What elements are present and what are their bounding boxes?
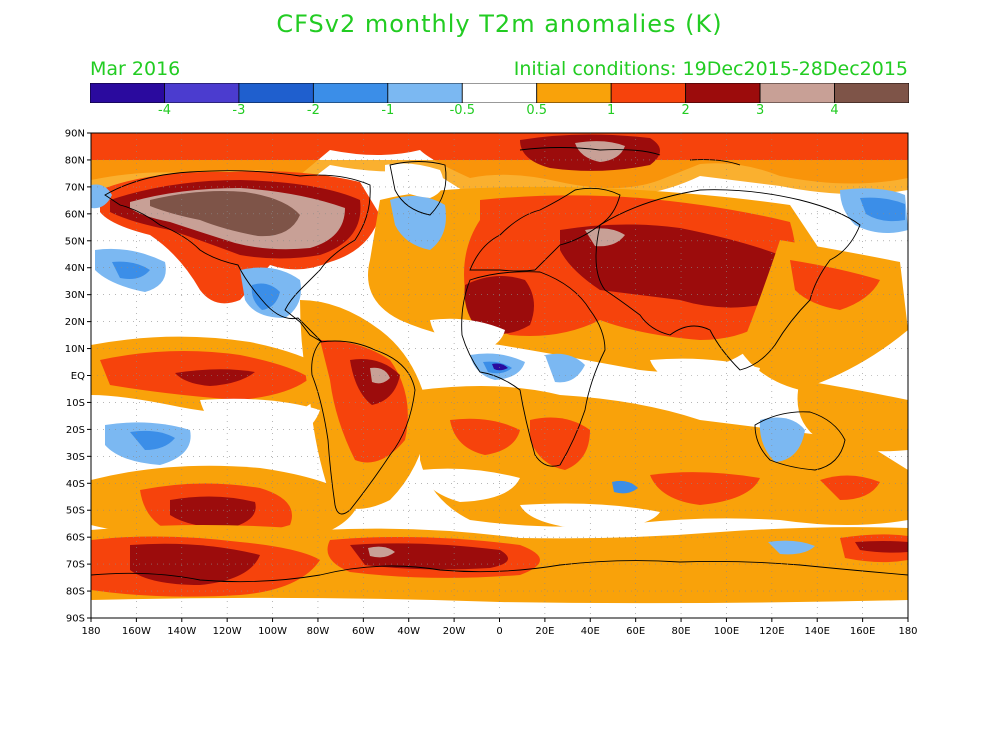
- lon-label: 180: [898, 626, 917, 637]
- north-america-coast: [104, 170, 371, 343]
- lon-label: 20E: [535, 626, 554, 637]
- lat-label: 80N: [65, 155, 85, 166]
- colorbar-tick-label: -2: [306, 103, 320, 118]
- southern-africa-red: [530, 417, 590, 470]
- lon-label: 120E: [759, 626, 784, 637]
- lon-label: 20W: [443, 626, 466, 637]
- arctic-orange-fringe: [91, 160, 908, 199]
- ne-asia-cold-core: [860, 197, 905, 222]
- lon-label: 40E: [581, 626, 600, 637]
- lon-axis-labels: 180 160W 140W 120W 100W 80W 60W 40W 20W 0 20E 40E 60…: [81, 626, 917, 637]
- lat-label: EQ: [71, 371, 85, 382]
- arctic-islands-coast: [519, 147, 741, 166]
- n-pacific-cold-core: [112, 261, 150, 279]
- greenland-cold: [390, 196, 446, 250]
- s-indian-red: [650, 472, 760, 505]
- tropics-white-1: [430, 318, 505, 355]
- lat-label: 40S: [66, 479, 85, 490]
- antarctic-darkred-east: [855, 541, 908, 553]
- lat-label: 40N: [65, 263, 85, 274]
- lat-label: 30N: [65, 290, 85, 301]
- asia-coast: [595, 189, 861, 371]
- valid-month: Mar 2016: [90, 58, 181, 80]
- south-pacific-darkred: [170, 496, 256, 528]
- lat-label: 50N: [65, 236, 85, 247]
- lat-label: 50S: [66, 506, 85, 517]
- lon-label: 180: [81, 626, 100, 637]
- lon-label: 60W: [352, 626, 375, 637]
- lat-label: 70N: [65, 182, 85, 193]
- lon-label: 100E: [714, 626, 739, 637]
- colorbar-tick-label: -4: [158, 103, 171, 118]
- chart-title: CFSv2 monthly T2m anomalies (K): [276, 10, 723, 38]
- tropical-pacific-darkred: [175, 369, 255, 386]
- lon-label: 60E: [626, 626, 645, 637]
- atlantic-white-gap: [385, 163, 444, 198]
- alaska-cold: [91, 184, 112, 209]
- lon-label: 160E: [850, 626, 875, 637]
- antarctic-lightbrown: [368, 546, 395, 558]
- lon-label: 0: [496, 626, 502, 637]
- sahara-darkred: [464, 276, 534, 334]
- s-atlantic-red-patch: [450, 418, 520, 455]
- colorbar-tick-label: -3: [232, 103, 246, 118]
- lon-label: 160W: [122, 626, 151, 637]
- lon-label: 100W: [258, 626, 287, 637]
- australia-cold: [759, 417, 805, 462]
- lon-label: 40W: [397, 626, 420, 637]
- lat-axis-labels: 90N 80N 70N 60N 50N 40N 30N 20N 10N EQ 10S 20S 30S 40…: [65, 129, 85, 625]
- australia-red-patch: [820, 475, 880, 500]
- axis-ticks: [87, 132, 909, 622]
- antarctic-cold: [768, 540, 815, 555]
- australia-coast: [754, 411, 846, 471]
- lat-label: 20S: [66, 425, 85, 436]
- tropics-white-2: [650, 358, 760, 392]
- lat-label: 70S: [66, 560, 85, 571]
- lon-label: 80W: [307, 626, 330, 637]
- lat-label: 30S: [66, 452, 85, 463]
- siberia-lightbrown: [575, 141, 625, 162]
- s-pacific-white: [200, 398, 320, 445]
- gulf-of-guinea-navy: [492, 363, 508, 371]
- colorbar-tick-label: 4: [830, 103, 839, 118]
- canada-warm-darkbrown: [150, 191, 300, 237]
- europe-coast: [469, 187, 621, 272]
- lon-label: 120W: [213, 626, 242, 637]
- colorbar-ticks: -4 -3 -2 -1 -0.5 0.5 1 2 3 4: [90, 103, 909, 123]
- australia-east-orange: [797, 380, 908, 452]
- lat-label: 90S: [66, 614, 85, 625]
- central-africa-cold: [545, 353, 585, 383]
- s-atlantic-white: [420, 468, 520, 502]
- s-indian-cold: [612, 480, 638, 494]
- lat-label: 60N: [65, 209, 85, 220]
- lat-label: 60S: [66, 533, 85, 544]
- africa-coast: [461, 271, 606, 467]
- dotted-grid: [91, 133, 908, 618]
- lat-label: 10N: [65, 344, 85, 355]
- colorbar-tick-label: 0.5: [526, 103, 548, 118]
- asia-lightbrown-patch: [585, 228, 625, 247]
- lon-label: 140E: [805, 626, 830, 637]
- lat-label: 10S: [66, 398, 85, 409]
- colorbar-tick-label: -1: [381, 103, 395, 118]
- lon-label: 80E: [672, 626, 691, 637]
- asia-darkred: [560, 224, 783, 308]
- coastlines: [91, 147, 908, 583]
- colorbar-tick-label: 1: [607, 103, 616, 118]
- colorbar: [90, 83, 909, 103]
- colorbar-tick-label: -0.5: [449, 103, 475, 118]
- lat-label: 90N: [65, 129, 85, 140]
- lat-label: 80S: [66, 587, 85, 598]
- s-pacific-cold-core: [130, 430, 175, 450]
- colorbar-tick-label: 2: [681, 103, 690, 118]
- greenland-coast: [389, 161, 447, 216]
- lon-label: 140W: [167, 626, 196, 637]
- mexico-cold-core: [251, 283, 280, 310]
- w-pacific-red: [790, 260, 880, 310]
- initial-conditions: Initial conditions: 19Dec2015-28Dec2015: [513, 58, 908, 80]
- colorbar-tick-label: 3: [755, 103, 765, 118]
- antarctica-coast: [91, 560, 908, 583]
- lat-label: 20N: [65, 317, 85, 328]
